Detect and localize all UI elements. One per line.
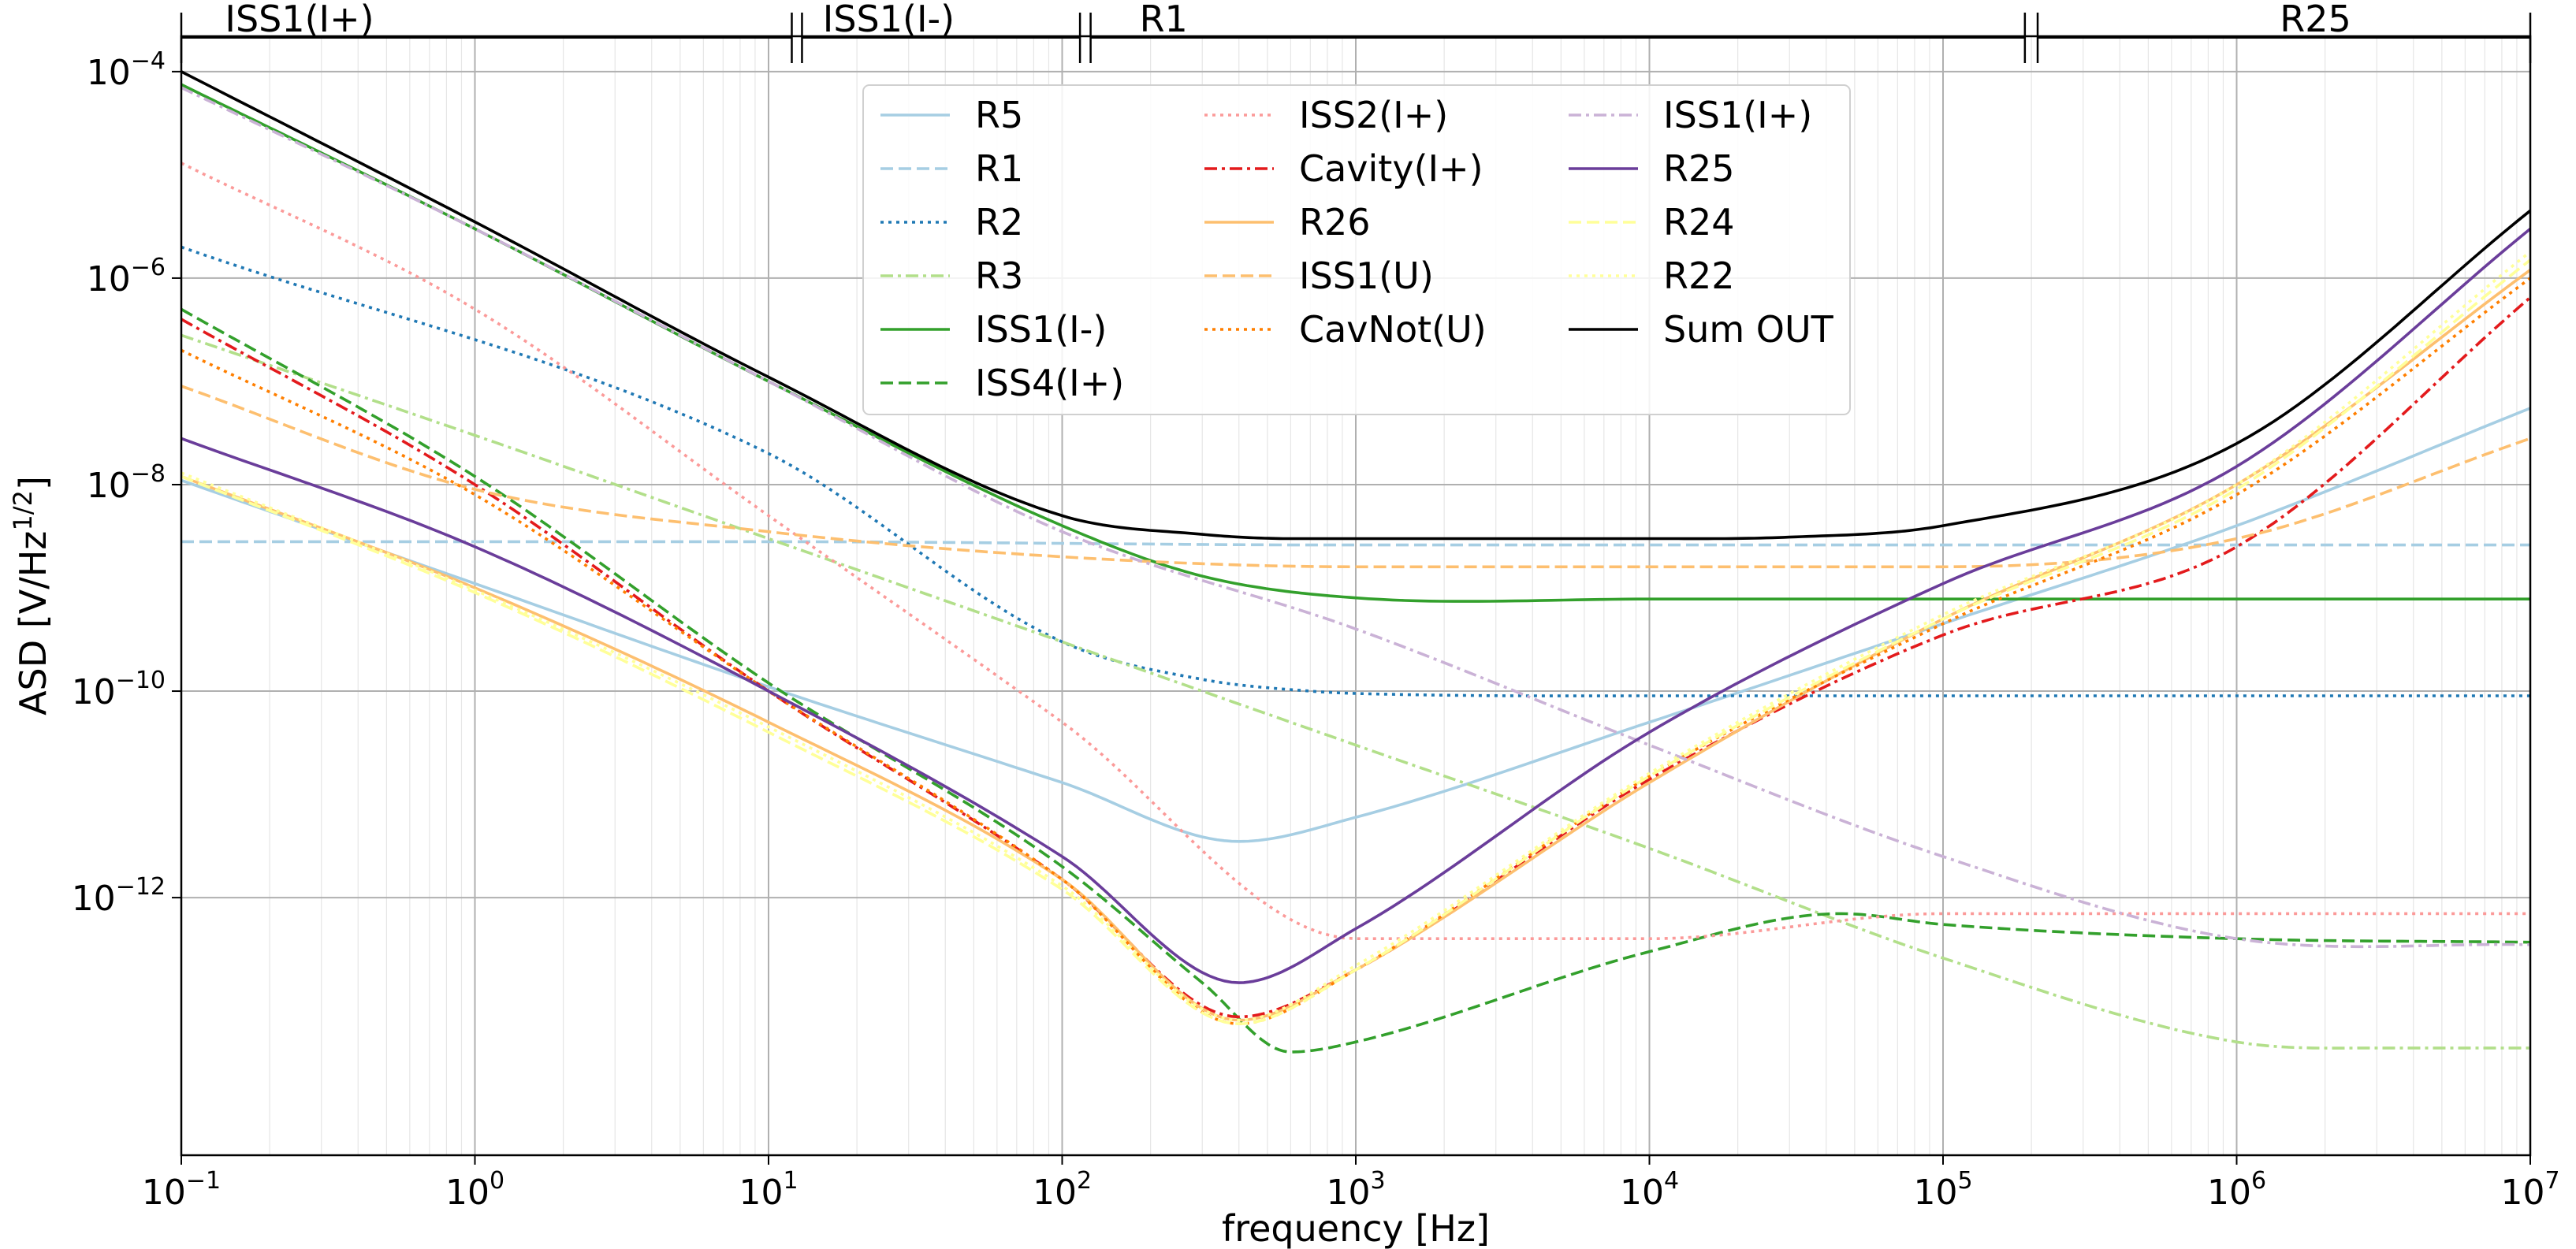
series-line-r25 (181, 228, 2532, 984)
region-brackets: ISS1(I+) ISS1(I-) R1 R25 (180, 0, 2532, 63)
series-line-iss4-i (181, 307, 2531, 1054)
region-label: ISS1(I-) (823, 0, 955, 40)
y-tick-label: 10−10 (72, 667, 166, 712)
legend: R5 R1 R2 R3 ISS1(I-) ISS4(I+) ISS2(I+) Cavity(I… (862, 84, 1851, 415)
x-tick-label: 100 (445, 1167, 504, 1213)
y-axis-label-sup: 1/2 (8, 490, 38, 531)
series-line-r5 (181, 407, 2531, 843)
series-line-r22 (181, 251, 2532, 1022)
series-line-r26 (181, 269, 2532, 1022)
legend-entry-label: R25 (1663, 147, 1735, 190)
y-tick-label: 10−8 (87, 460, 166, 506)
series-line-sum-out (181, 70, 2532, 541)
series-line-cavity-i (181, 296, 2532, 1019)
series-line-iss1-i (181, 86, 2531, 949)
y-tick-label: 10−4 (87, 47, 166, 93)
axis-ticks: 10−1 100 101 102 103 104 105 106 107 10−4 10−6 10−8… (72, 47, 2560, 1213)
y-tick-label: 10−12 (72, 873, 166, 919)
x-tick-label: 107 (2500, 1167, 2559, 1213)
legend-entry-label: CavNot(U) (1299, 308, 1487, 351)
legend-entry-label: ISS1(I-) (975, 308, 1107, 351)
x-tick-label: 103 (1326, 1167, 1385, 1213)
x-axis-label: frequency [Hz] (1222, 1207, 1490, 1249)
legend-entry-label: R5 (975, 94, 1023, 136)
x-tick-label: 104 (1620, 1167, 1679, 1213)
legend-entry-label: R3 (975, 255, 1023, 297)
minor-grid (269, 36, 2518, 1155)
series-line-iss2-i (181, 162, 2530, 940)
series-line-r3 (181, 333, 2530, 1050)
region-label: R1 (1140, 0, 1188, 40)
y-axis-label-base: ASD [V/Hz (12, 531, 54, 716)
x-tick-label: 101 (739, 1167, 798, 1213)
x-tick-label: 106 (2207, 1167, 2266, 1213)
region-label: R25 (2280, 0, 2351, 40)
legend-entry-label: Cavity(I+) (1299, 147, 1483, 190)
legend-entry-label: ISS4(I+) (975, 362, 1124, 404)
legend-entry-label: ISS1(U) (1299, 255, 1434, 297)
region-label: ISS1(I+) (225, 0, 374, 40)
legend-entry-label: ISS2(I+) (1299, 94, 1448, 136)
series-line-r2 (181, 245, 2530, 697)
legend-entry-label: R24 (1663, 201, 1735, 243)
y-tick-label: 10−6 (87, 254, 166, 299)
series-line-r24 (181, 258, 2532, 1025)
x-tick-label: 105 (1913, 1167, 1972, 1213)
legend-entry-label: ISS1(I+) (1663, 94, 1812, 136)
series-lines (181, 70, 2532, 1054)
y-axis-label-end: ] (12, 476, 54, 490)
x-tick-label: 102 (1033, 1167, 1092, 1213)
legend-entry-label: R26 (1299, 201, 1371, 243)
legend-entry-label: Sum OUT (1663, 308, 1834, 351)
y-axis-label: ASD [V/Hz1/2] (8, 476, 54, 716)
legend-entry-label: R2 (975, 201, 1023, 243)
x-tick-label: 10−1 (142, 1167, 221, 1213)
legend-entry-label: R1 (975, 147, 1023, 190)
legend-entry-label: R22 (1663, 255, 1735, 297)
